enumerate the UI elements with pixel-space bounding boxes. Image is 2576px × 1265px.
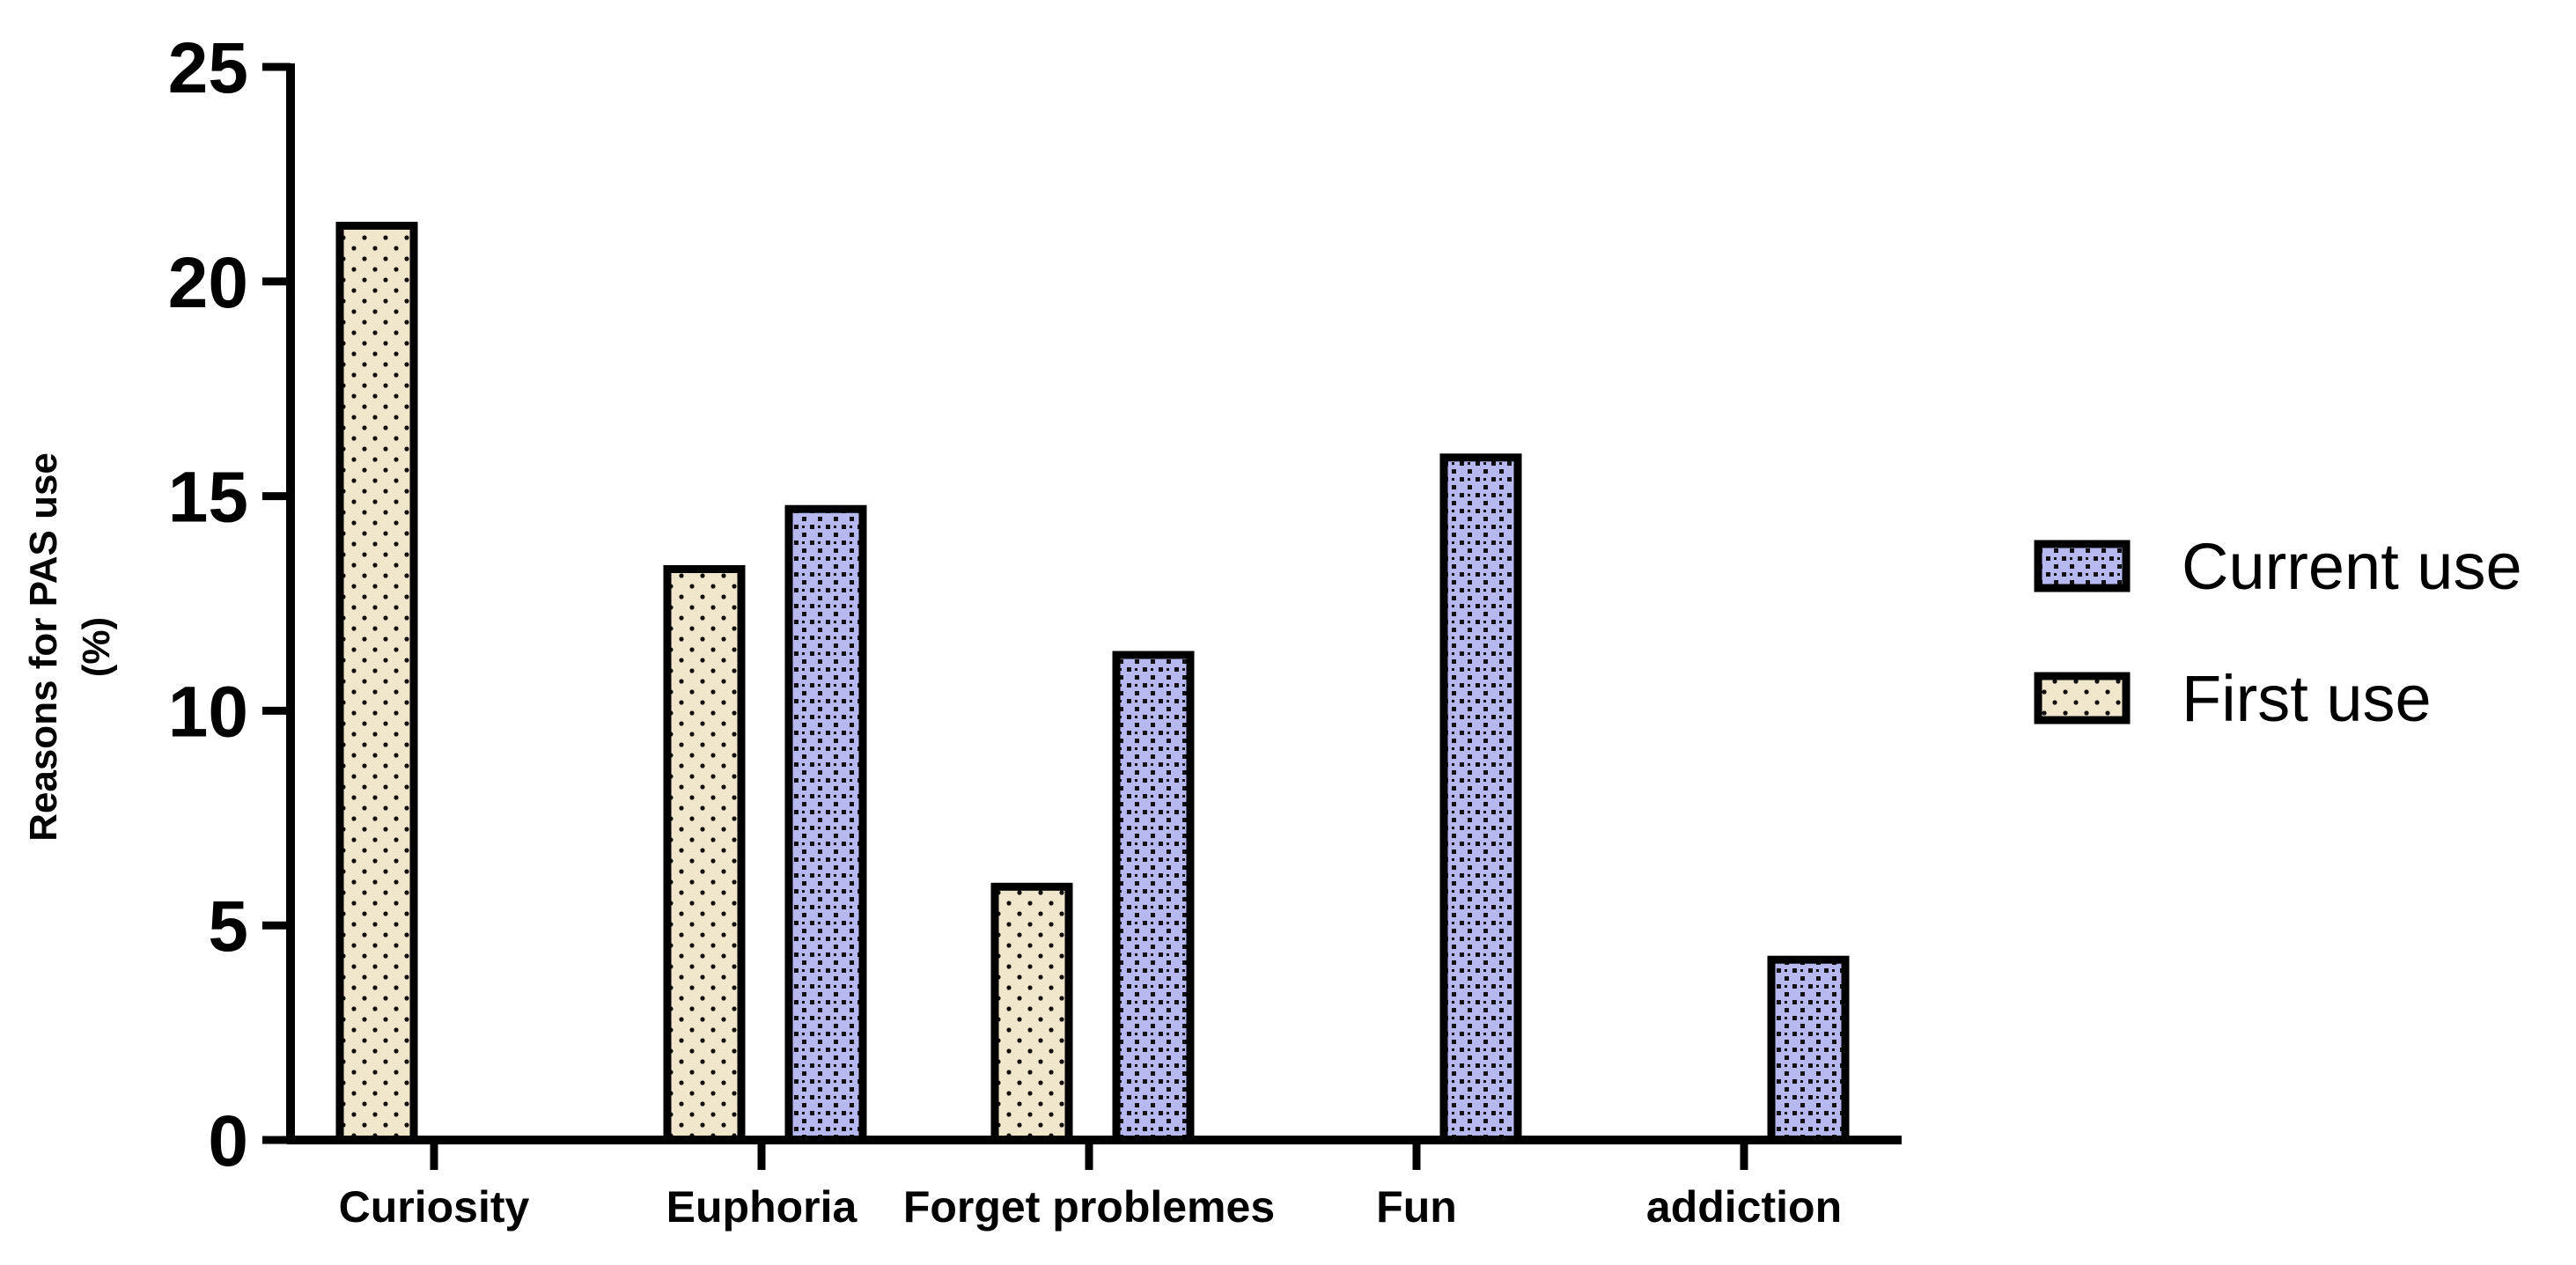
y-tick-label: 25 (168, 28, 248, 108)
legend-label-current-use: Current use (2182, 530, 2522, 603)
y-tick-label: 15 (168, 458, 248, 538)
y-axis-title-line-1: Reasons for PAS use (22, 452, 65, 842)
x-tick-label-curiosity: Curiosity (339, 1182, 530, 1232)
y-axis-title-line-2: (%) (75, 617, 118, 677)
bar-current-use-forget-problemes (1112, 651, 1195, 1144)
bar-first-use-euphoria (663, 564, 746, 1144)
legend: Current use First use (2034, 530, 2522, 735)
x-tick-label-forget-problemes: Forget problemes (903, 1182, 1275, 1232)
y-tick-label: 20 (168, 243, 248, 323)
legend-swatch-current-use (2034, 540, 2131, 592)
y-tick-label: 5 (208, 886, 248, 967)
axes (286, 63, 1902, 1170)
x-tick-label-addiction: addiction (1646, 1182, 1842, 1232)
y-tick-label: 10 (168, 672, 248, 752)
legend-swatch-first-use (2034, 672, 2131, 724)
x-tick-label-fun: Fun (1376, 1182, 1457, 1232)
legend-label-first-use: First use (2182, 662, 2432, 735)
bars (335, 221, 1850, 1144)
bar-first-use-curiosity (335, 221, 418, 1144)
bar-first-use-forget-problemes (990, 882, 1073, 1144)
bar-current-use-addiction (1767, 955, 1850, 1144)
y-tick-label: 0 (208, 1101, 248, 1181)
bar-current-use-fun (1439, 453, 1522, 1144)
x-axis-labels: Curiosity Euphoria Forget problemes Fun addi… (339, 1182, 1842, 1232)
x-tick-label-euphoria: Euphoria (666, 1182, 858, 1232)
bar-current-use-euphoria (784, 504, 867, 1144)
y-axis-ticks: 0 5 10 15 20 25 (168, 28, 291, 1181)
y-axis-title: Reasons for PAS use (%) (22, 452, 118, 842)
